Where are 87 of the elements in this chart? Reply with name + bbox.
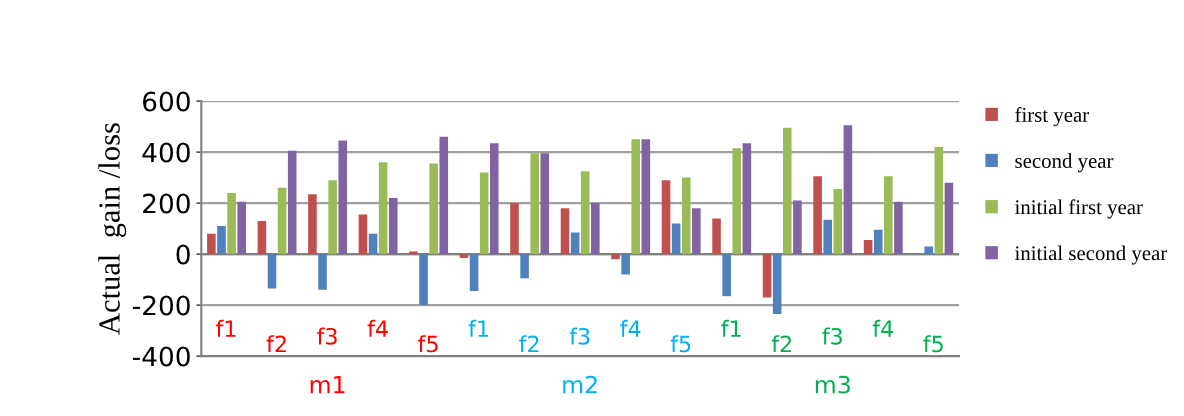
bar [328, 180, 337, 255]
y-tick-label: 600 [143, 91, 190, 112]
bar [813, 176, 822, 255]
text: m3 [815, 375, 850, 394]
y-tick-label: -400 [132, 346, 190, 367]
bar [479, 172, 489, 255]
bar [722, 254, 731, 297]
x-tick-label: f5 [670, 335, 691, 353]
x-tick-label: f2 [519, 335, 539, 353]
bar [692, 208, 701, 255]
bar [227, 192, 236, 255]
bar [742, 143, 752, 255]
bar [530, 153, 539, 255]
bar [459, 254, 469, 258]
bar [308, 194, 317, 255]
text: m2 [563, 375, 597, 394]
bar [934, 146, 944, 255]
bar [217, 226, 226, 255]
bar [257, 220, 267, 255]
x-tick-label: f1 [468, 319, 489, 337]
bar [762, 254, 772, 298]
y-tick-label: 400 [142, 142, 190, 163]
bar [793, 200, 802, 255]
bar [277, 187, 287, 255]
bar [591, 203, 600, 255]
x-tick-label: f3 [317, 327, 337, 345]
bar [267, 254, 277, 289]
bar [368, 233, 378, 255]
x-tick-label: f3 [569, 327, 590, 345]
bar [873, 229, 883, 255]
bar [641, 139, 651, 255]
x-tick-label: f4 [872, 319, 893, 337]
y-tick-label: 200 [143, 193, 190, 214]
x-tick-label: f5 [418, 335, 438, 353]
bar [489, 143, 499, 255]
bar [540, 153, 550, 255]
y-tick-label: -200 [132, 295, 190, 316]
bar [419, 254, 428, 306]
bar [388, 197, 398, 255]
bar [469, 254, 479, 292]
x-tick-label: f1 [721, 319, 741, 337]
bar [944, 182, 954, 255]
bar [207, 233, 216, 255]
bar [884, 176, 893, 255]
bar [823, 219, 832, 255]
bar [782, 127, 792, 255]
x-tick-label: f4 [620, 319, 641, 337]
bar [621, 254, 630, 275]
bar [318, 254, 327, 290]
text: m1 [310, 376, 345, 394]
bar [772, 254, 782, 315]
x-tick-label: f3 [822, 327, 842, 345]
bar [843, 125, 853, 255]
x-tick-label: f5 [923, 335, 943, 353]
y-tick-label: 0 [176, 244, 190, 265]
legend-label: first year [1015, 107, 1089, 127]
bar [661, 180, 671, 255]
bar [287, 150, 297, 255]
bar [520, 254, 529, 279]
legend-label: second year [1015, 153, 1114, 173]
bar [570, 232, 580, 255]
bar [924, 246, 934, 255]
bar [429, 163, 438, 255]
bar [560, 208, 570, 255]
x-tick-label: f4 [367, 319, 388, 337]
bar [631, 139, 641, 255]
bar [732, 148, 742, 255]
bar [833, 189, 843, 255]
bar [611, 254, 620, 260]
bar [580, 171, 590, 255]
bar [378, 162, 388, 255]
x-tick-label: f1 [216, 319, 236, 337]
legend-label: initial second year [1014, 245, 1168, 265]
bar [671, 223, 681, 255]
bar [712, 218, 721, 255]
bar [681, 177, 691, 255]
bar [863, 240, 873, 255]
x-tick-label: f2 [771, 335, 791, 353]
x-tick-label: f2 [266, 335, 286, 353]
y-axis-title: Actual gain /loss [98, 123, 127, 335]
bar [237, 201, 246, 255]
legend-label: initial first year [1014, 199, 1143, 219]
bar [894, 201, 903, 255]
bar [510, 203, 519, 255]
bar [358, 214, 368, 255]
bar [338, 140, 348, 255]
bar [439, 136, 449, 255]
